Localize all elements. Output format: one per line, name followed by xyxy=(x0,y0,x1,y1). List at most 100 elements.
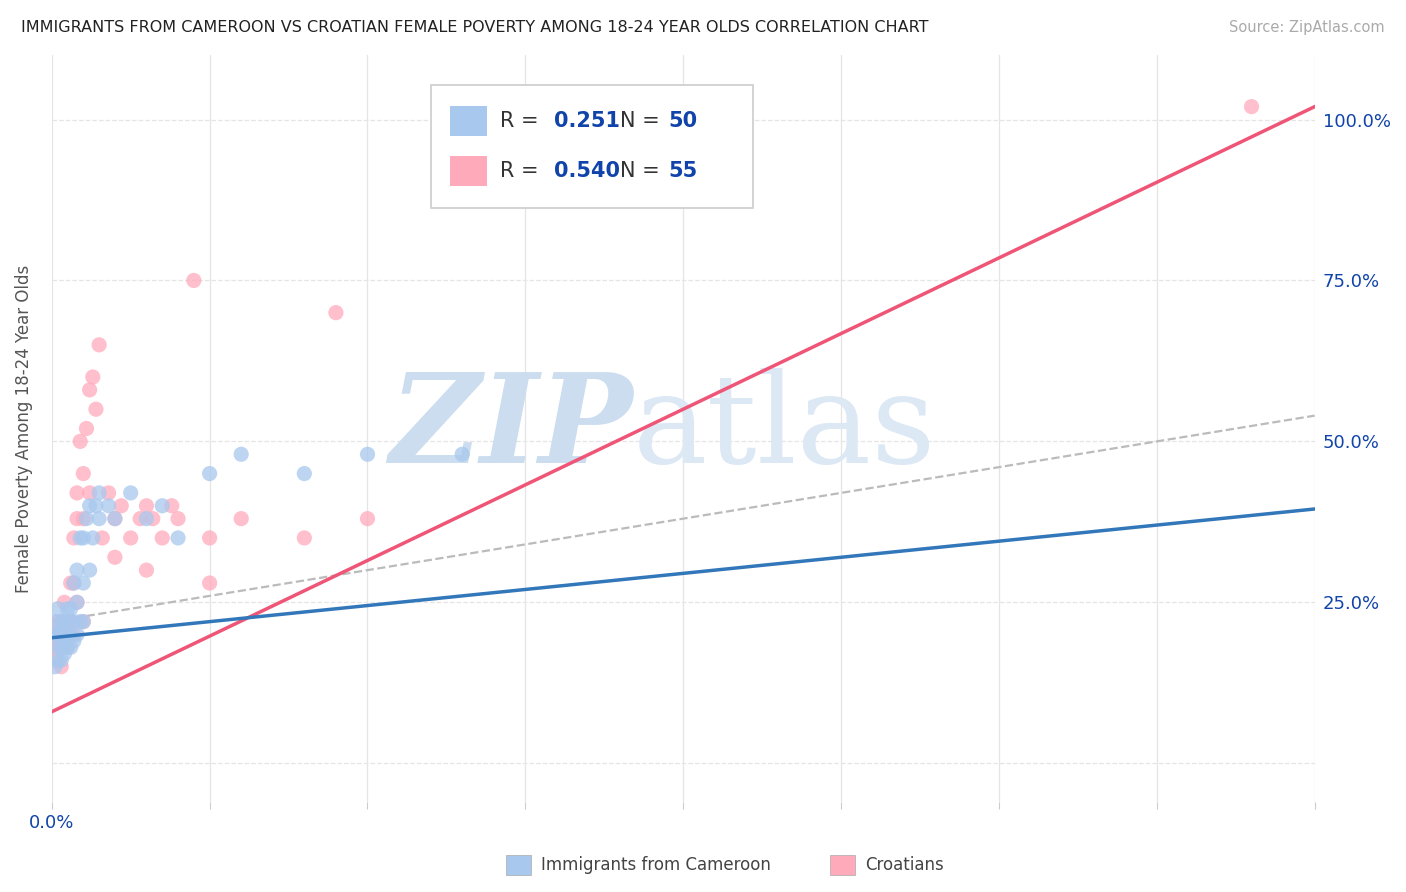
Point xyxy=(46,615,69,629)
Point xyxy=(51,615,73,629)
Point xyxy=(51,653,73,667)
Point xyxy=(51,640,73,655)
Point xyxy=(69,531,91,545)
Point xyxy=(46,640,69,655)
FancyBboxPatch shape xyxy=(450,106,488,136)
Point xyxy=(59,601,82,615)
Point xyxy=(44,615,66,629)
Point xyxy=(160,499,183,513)
Point xyxy=(84,499,107,513)
Point xyxy=(120,486,142,500)
Point xyxy=(82,531,104,545)
Point xyxy=(59,640,82,655)
Point xyxy=(79,563,101,577)
Point xyxy=(91,531,114,545)
Point xyxy=(53,627,76,641)
Point xyxy=(150,531,173,545)
Point xyxy=(63,627,86,641)
Point xyxy=(104,511,127,525)
Point xyxy=(63,531,86,545)
Point xyxy=(66,627,89,641)
Point xyxy=(63,576,86,591)
Point xyxy=(79,486,101,500)
Point xyxy=(110,499,132,513)
Point xyxy=(231,511,253,525)
Point xyxy=(72,576,94,591)
Point xyxy=(104,511,127,525)
Text: ZIP: ZIP xyxy=(389,368,633,490)
Point xyxy=(231,447,253,461)
Point xyxy=(51,640,73,655)
Point xyxy=(104,550,127,565)
Point xyxy=(56,627,79,641)
Text: 0.540: 0.540 xyxy=(554,161,620,181)
Point xyxy=(167,531,190,545)
Point xyxy=(53,615,76,629)
Point xyxy=(51,615,73,629)
Point xyxy=(198,531,221,545)
Y-axis label: Female Poverty Among 18-24 Year Olds: Female Poverty Among 18-24 Year Olds xyxy=(15,264,32,592)
Point xyxy=(69,615,91,629)
Point xyxy=(56,627,79,641)
Point xyxy=(72,615,94,629)
Text: Croatians: Croatians xyxy=(865,856,943,874)
Point xyxy=(292,531,315,545)
Point xyxy=(51,659,73,673)
Point xyxy=(53,627,76,641)
Point xyxy=(53,595,76,609)
Point xyxy=(135,511,157,525)
Point xyxy=(76,511,98,525)
Point xyxy=(84,402,107,417)
Point xyxy=(44,659,66,673)
Point xyxy=(79,383,101,397)
Point xyxy=(44,653,66,667)
Text: R =: R = xyxy=(501,111,546,131)
Point xyxy=(56,640,79,655)
Text: IMMIGRANTS FROM CAMEROON VS CROATIAN FEMALE POVERTY AMONG 18-24 YEAR OLDS CORREL: IMMIGRANTS FROM CAMEROON VS CROATIAN FEM… xyxy=(21,20,928,35)
Text: 0.251: 0.251 xyxy=(554,111,620,131)
Point xyxy=(183,273,205,287)
Point xyxy=(451,447,474,461)
Point xyxy=(72,511,94,525)
Point xyxy=(56,615,79,629)
Point xyxy=(1240,100,1263,114)
Text: 50: 50 xyxy=(668,111,697,131)
Point xyxy=(198,467,221,481)
Point xyxy=(97,499,120,513)
Point xyxy=(59,615,82,629)
Point xyxy=(97,486,120,500)
Point xyxy=(46,627,69,641)
Point xyxy=(66,595,89,609)
Point xyxy=(46,640,69,655)
Point xyxy=(66,486,89,500)
Point xyxy=(56,601,79,615)
Point xyxy=(56,615,79,629)
Point xyxy=(356,447,378,461)
Point xyxy=(142,511,165,525)
Point xyxy=(53,647,76,661)
Point xyxy=(44,627,66,641)
Text: N =: N = xyxy=(620,161,666,181)
Point xyxy=(63,576,86,591)
Text: atlas: atlas xyxy=(633,368,936,489)
Point xyxy=(356,511,378,525)
Point xyxy=(135,499,157,513)
Point xyxy=(56,640,79,655)
Text: N =: N = xyxy=(620,111,666,131)
Point xyxy=(59,615,82,629)
Point xyxy=(44,640,66,655)
Point xyxy=(198,576,221,591)
Point xyxy=(87,338,110,352)
Text: R =: R = xyxy=(501,161,546,181)
Point xyxy=(46,653,69,667)
Point xyxy=(59,627,82,641)
Point xyxy=(53,640,76,655)
Point xyxy=(69,434,91,449)
FancyBboxPatch shape xyxy=(430,85,752,208)
Point xyxy=(135,563,157,577)
Point xyxy=(87,511,110,525)
Point xyxy=(87,486,110,500)
Point xyxy=(72,615,94,629)
Point xyxy=(150,499,173,513)
Point xyxy=(120,531,142,545)
